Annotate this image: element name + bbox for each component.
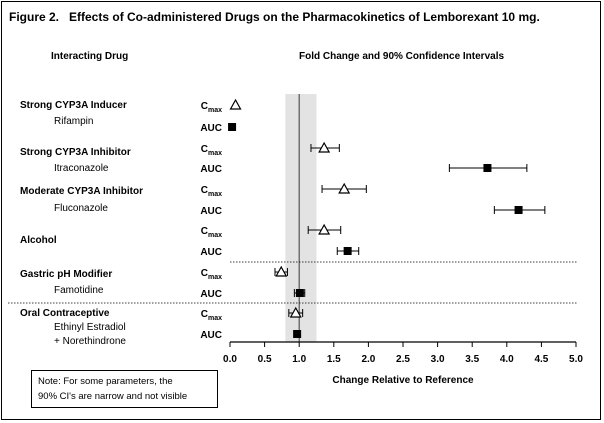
cmax-marker (275, 265, 288, 277)
x-tick-label: 0.0 (223, 354, 237, 365)
auc-marker (514, 206, 523, 214)
auc-label: AUC (200, 330, 222, 341)
cmax-marker (338, 182, 351, 194)
note-line: 90% CI's are narrow and not visible (38, 391, 188, 402)
figure-title: Figure 2. Effects of Co-administered Dru… (9, 10, 540, 24)
equivalence-band (285, 94, 317, 342)
x-tick-label: 1.0 (292, 354, 306, 365)
group-label: Alcohol (20, 235, 57, 246)
drug-label: Rifampin (54, 116, 93, 127)
auc-label: AUC (200, 206, 222, 217)
auc-label: AUC (200, 289, 222, 300)
group-label: Oral Contraceptive (20, 308, 110, 319)
x-tick-label: 0.5 (258, 354, 272, 365)
group-label: Strong CYP3A Inducer (20, 100, 127, 111)
right-header: Fold Change and 90% Confidence Intervals (299, 51, 504, 62)
x-tick-label: 1.5 (327, 354, 341, 365)
drug-label: Itraconazole (54, 163, 109, 174)
auc-label: AUC (200, 123, 222, 134)
cmax-label: Cmax (201, 268, 222, 281)
cmax-label: Cmax (201, 101, 222, 114)
cmax-marker (318, 223, 331, 235)
auc-marker (293, 330, 302, 338)
x-tick-label: 2.0 (361, 354, 375, 365)
cmax-label: Cmax (201, 309, 222, 322)
group-label: Strong CYP3A Inhibitor (20, 147, 131, 158)
group-label: Gastric pH Modifier (20, 269, 112, 280)
drug-label: + Norethindrone (54, 336, 126, 347)
x-tick-label: 3.0 (431, 354, 445, 365)
drug-label: Ethinyl Estradiol (54, 322, 126, 333)
auc-label: AUC (200, 164, 222, 175)
cmax-marker (289, 306, 302, 318)
x-tick-label: 3.5 (465, 354, 479, 365)
parameter-labels: Cmax AUC Cmax AUC Cmax AUC Cmax AUC Cmax AUC Cmax A… (200, 101, 222, 341)
cmax-marker (318, 141, 331, 153)
cmax-label: Cmax (201, 226, 222, 239)
drug-label: Fluconazole (54, 203, 108, 214)
note-line: Note: For some parameters, the (38, 376, 173, 387)
left-header: Interacting Drug (51, 51, 128, 62)
group-labels: Strong CYP3A Inducer Rifampin Strong CYP3A… (20, 100, 143, 347)
x-tick-label: 2.5 (396, 354, 410, 365)
cmax-label: Cmax (201, 144, 222, 157)
drug-label: Famotidine (54, 285, 104, 296)
cmax-label: Cmax (201, 185, 222, 198)
note-box: Note: For some parameters, the 90% CI's … (31, 370, 218, 408)
x-tick-label: 4.0 (500, 354, 514, 365)
x-axis-ticks: 0.0 0.5 1.0 1.5 2.0 2.5 3.0 3.5 4.0 4.5 5.0 (223, 342, 583, 365)
x-tick-label: 4.5 (534, 354, 548, 365)
group-label: Moderate CYP3A Inhibitor (20, 186, 143, 197)
x-axis-label: Change Relative to Reference (332, 375, 474, 386)
auc-marker (483, 164, 492, 172)
cmax-marker (229, 98, 242, 110)
auc-marker (295, 289, 304, 297)
auc-marker (228, 123, 237, 131)
x-tick-label: 5.0 (569, 354, 583, 365)
auc-marker (343, 247, 352, 255)
data-marks (228, 98, 546, 338)
auc-label: AUC (200, 247, 222, 258)
